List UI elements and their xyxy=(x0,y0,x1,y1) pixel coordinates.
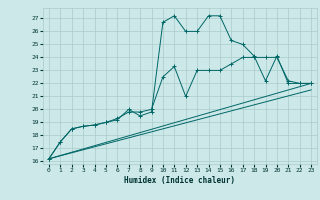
X-axis label: Humidex (Indice chaleur): Humidex (Indice chaleur) xyxy=(124,176,236,185)
